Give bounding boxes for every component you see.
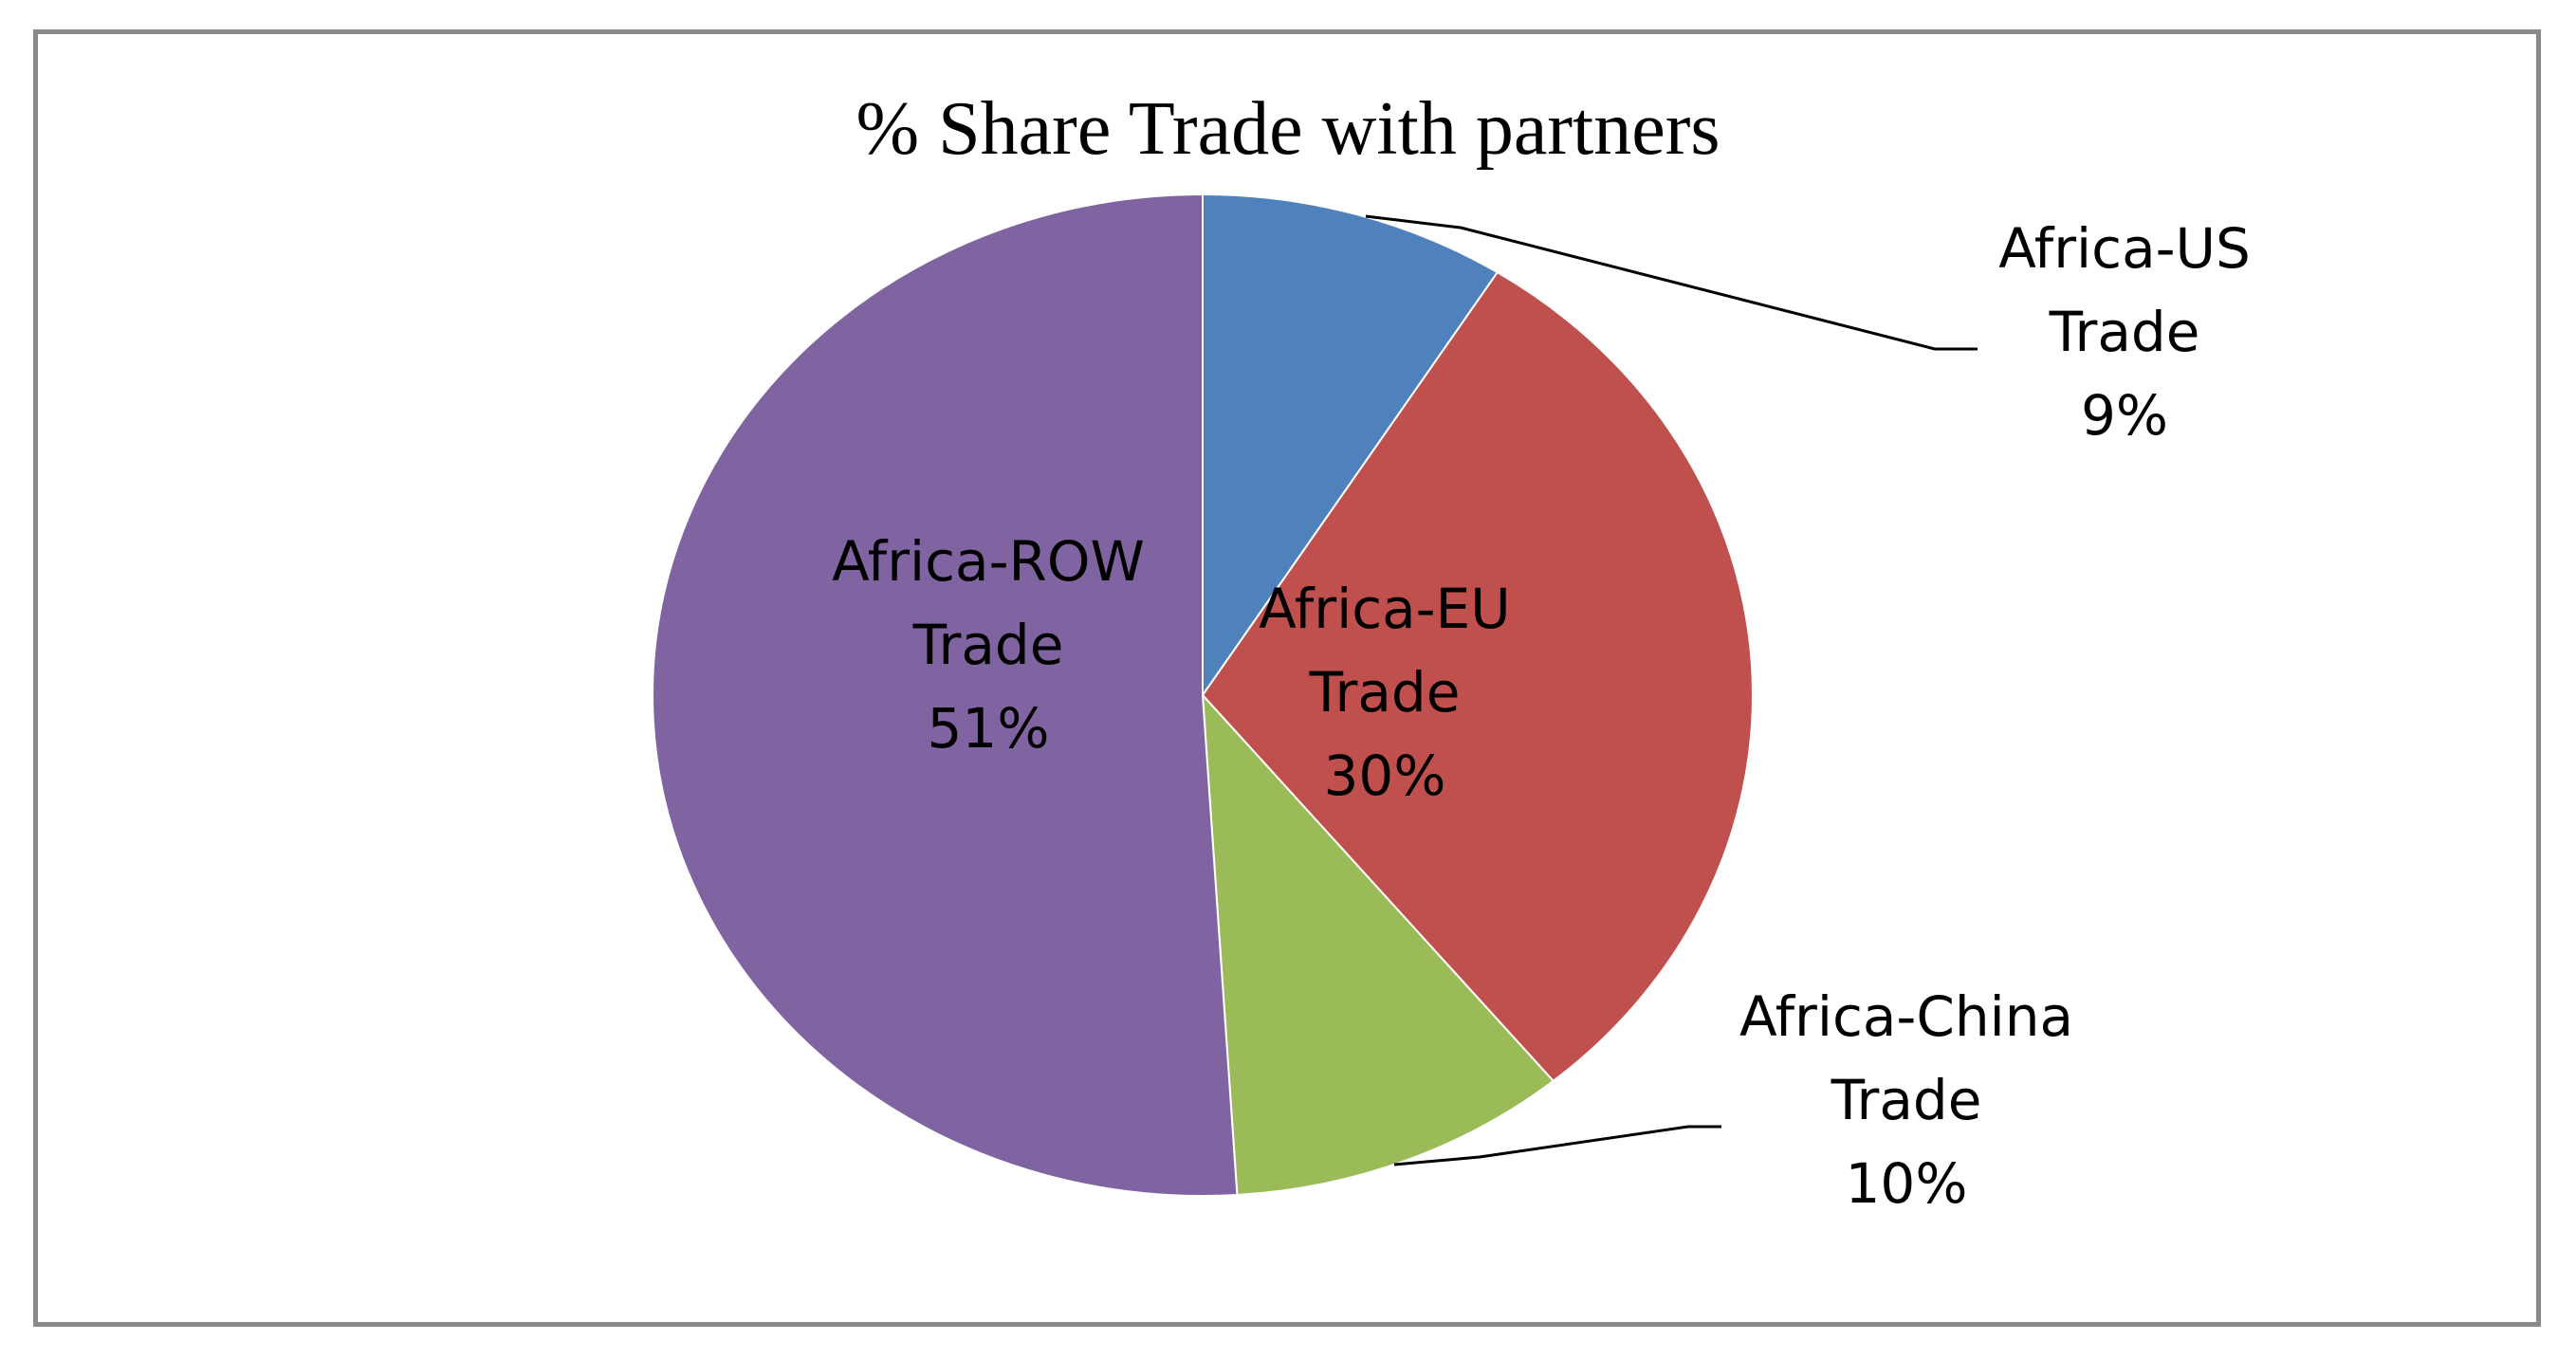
chart-title: % Share Trade with partners bbox=[856, 87, 1720, 171]
leader-line-africa-china bbox=[1393, 1125, 1721, 1166]
leader-line-africa-us bbox=[1365, 214, 1978, 351]
slice-label-africa-china-line-3: 10% bbox=[1846, 1151, 1968, 1216]
pie-slice-africa-us bbox=[1202, 193, 1500, 699]
slice-label-africa-row-line-1: Africa-ROW bbox=[832, 529, 1145, 594]
slice-label-africa-us-line-1: Africa-US bbox=[1998, 216, 2251, 281]
slice-label-africa-row-line-2: Trade bbox=[912, 613, 1064, 677]
pie-slice-africa-china bbox=[1201, 692, 1555, 1197]
slice-label-africa-eu-line-2: Trade bbox=[1309, 660, 1461, 725]
slice-label-africa-china-line-1: Africa-China bbox=[1739, 984, 2073, 1049]
slice-label-africa-us-line-3: 9% bbox=[2081, 383, 2168, 448]
pie-slice-africa-row bbox=[652, 193, 1239, 1197]
slice-label-africa-eu-line-3: 30% bbox=[1324, 744, 1446, 808]
slice-labels: Africa-US Trade 9% Africa-EU Trade 30% Africa-… bbox=[832, 216, 2251, 1216]
slice-label-africa-eu-line-1: Africa-EU bbox=[1259, 577, 1510, 641]
pie-slice-africa-eu bbox=[1201, 270, 1754, 1083]
slice-label-africa-us-line-2: Trade bbox=[2049, 300, 2200, 364]
slice-label-africa-china-line-2: Trade bbox=[1831, 1068, 1982, 1132]
leader-lines bbox=[1365, 214, 1978, 1166]
slice-label-africa-row-line-3: 51% bbox=[928, 696, 1050, 761]
pie-slices bbox=[652, 193, 1754, 1197]
